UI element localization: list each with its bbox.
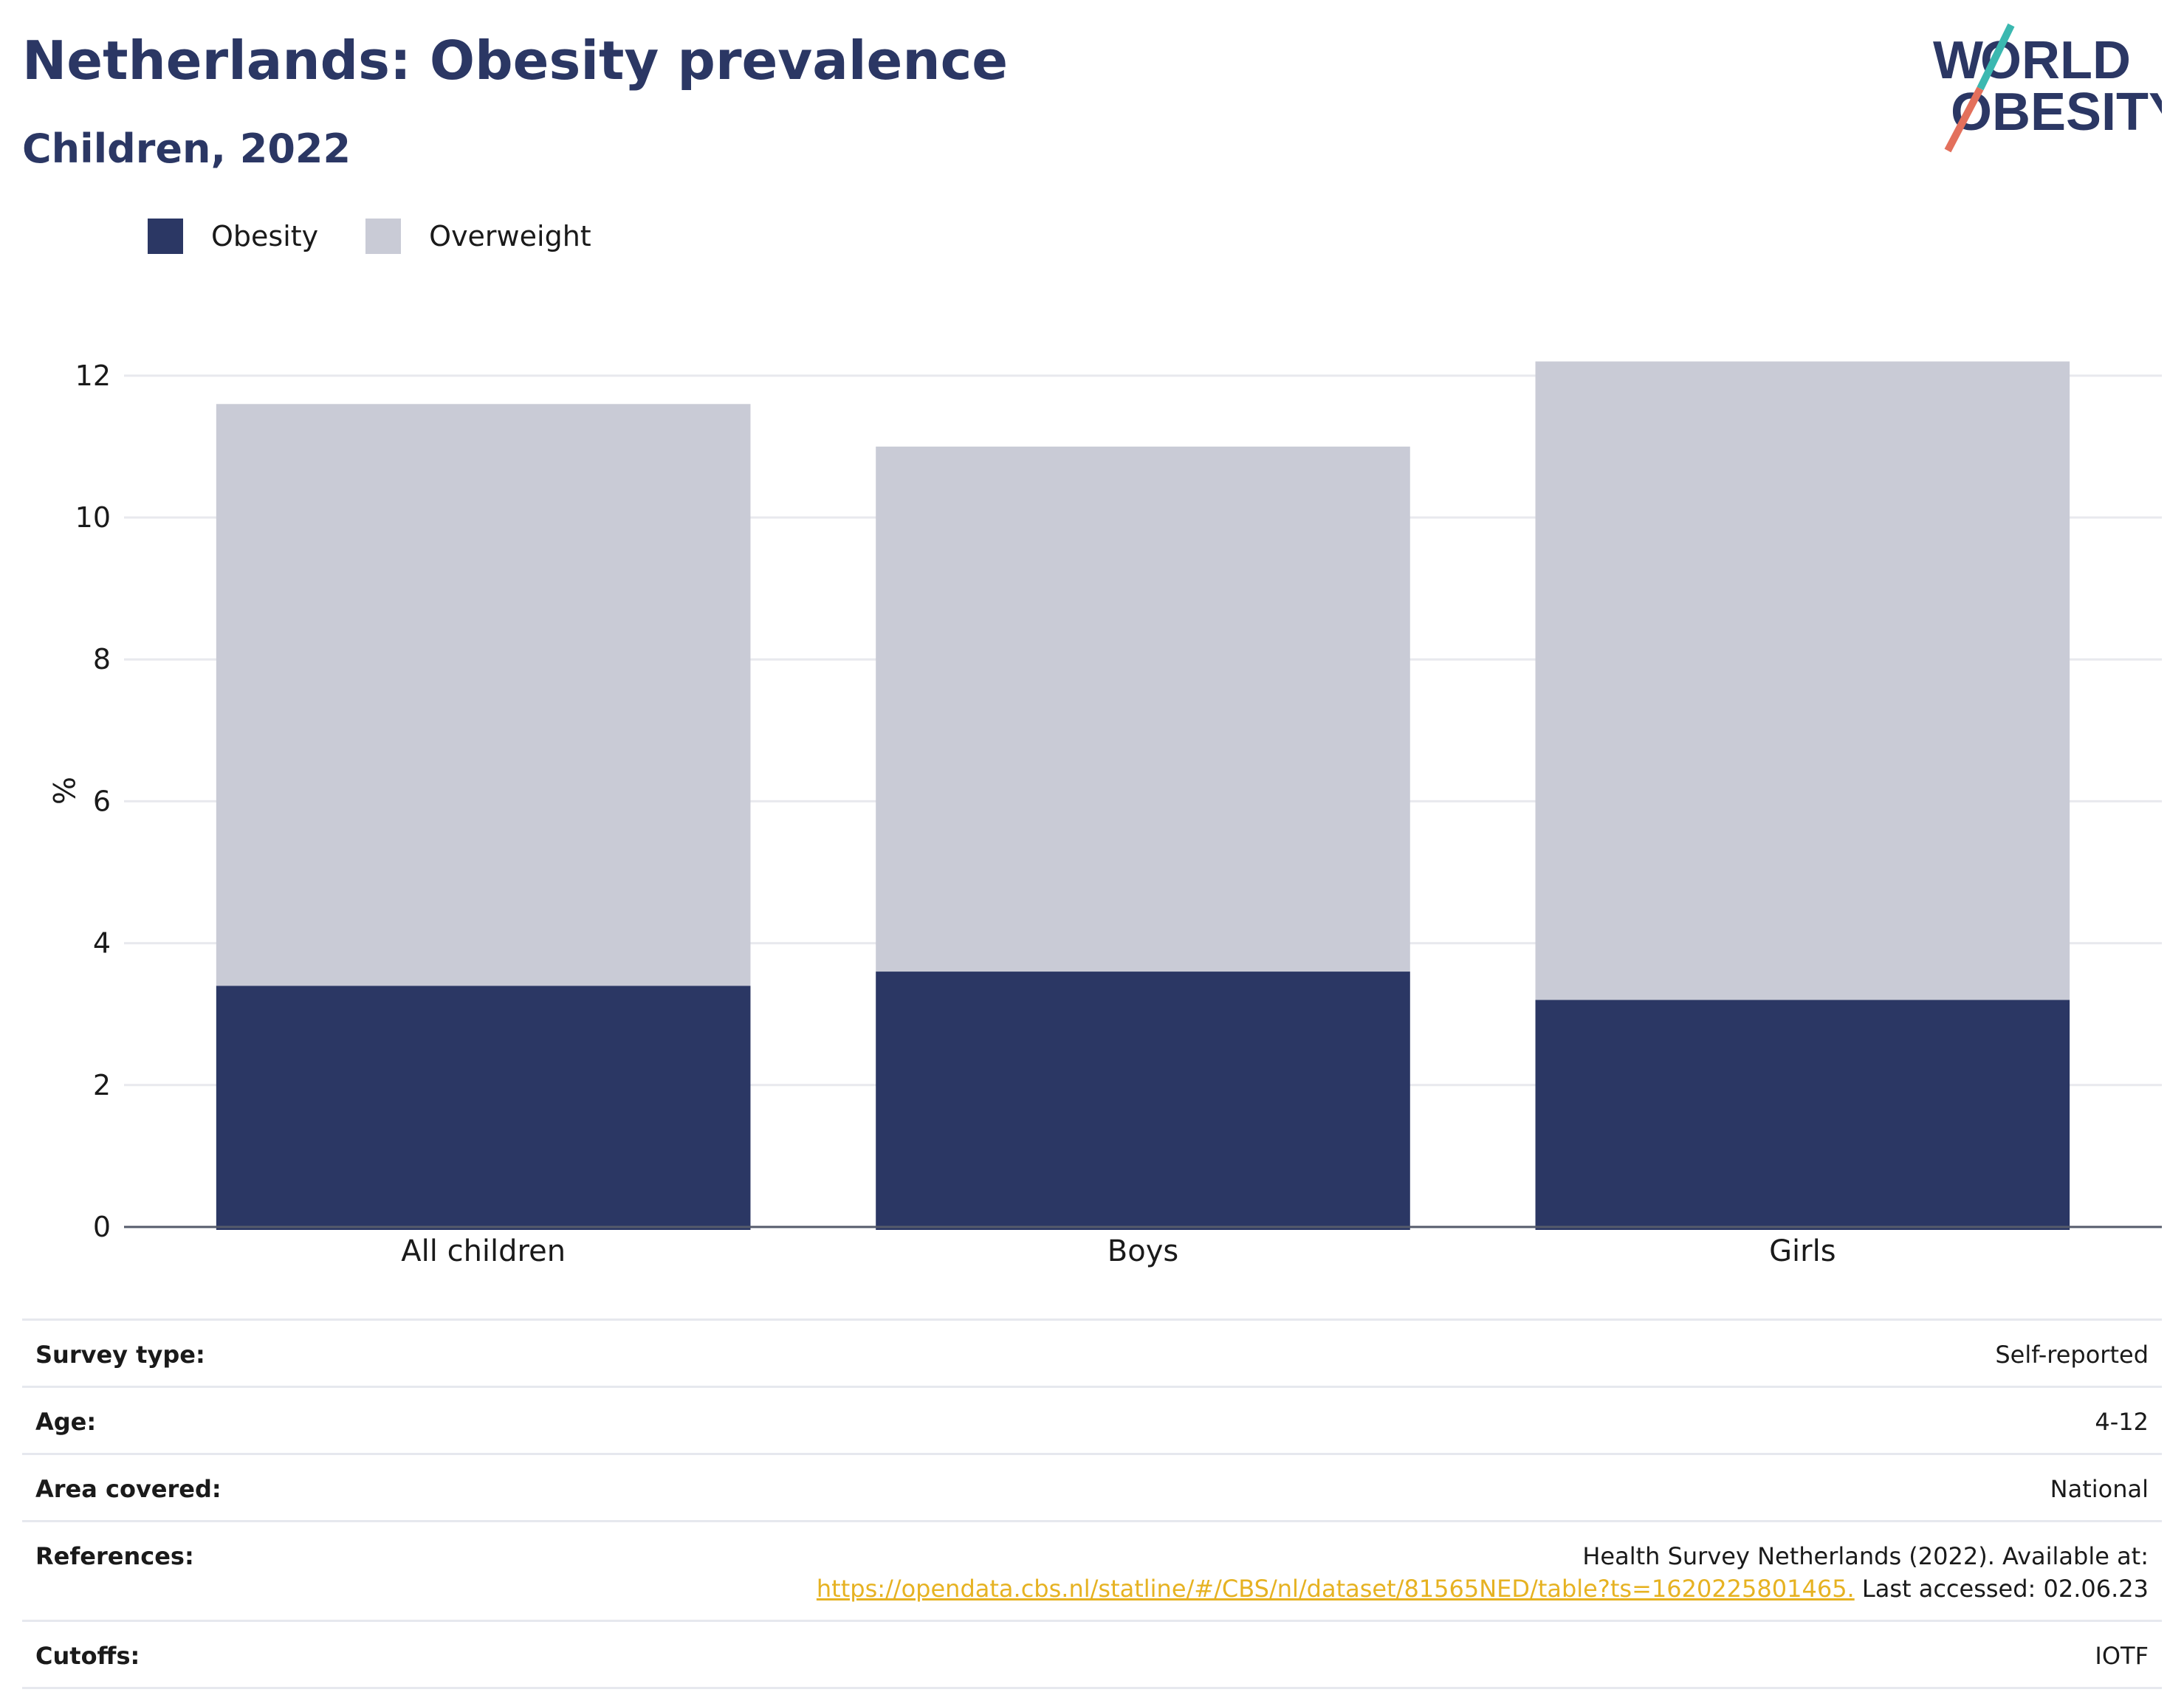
cutoffs-value: IOTF bbox=[2095, 1642, 2149, 1670]
age-value: 4-12 bbox=[2095, 1408, 2149, 1436]
meta-row-age: Age: 4-12 bbox=[22, 1388, 2162, 1455]
legend-label-overweight: Overweight bbox=[429, 220, 591, 252]
x-category-label: All children bbox=[401, 1234, 566, 1268]
stacked-bar-chart: 0 2 4 6 8 10 12% All children Boys Girls bbox=[46, 360, 2162, 1268]
y-tick-label: 0 bbox=[93, 1211, 111, 1243]
references-accessed: Last accessed: 02.06.23 bbox=[1854, 1575, 2149, 1603]
chart-legend: Obesity Overweight bbox=[148, 219, 639, 254]
world-obesity-logo: W ORLD OBESITY bbox=[1933, 23, 2162, 153]
y-axis-title: % bbox=[46, 777, 80, 805]
meta-row-references: References: Health Survey Netherlands (2… bbox=[22, 1522, 2162, 1622]
page-subtitle: Children, 2022 bbox=[22, 126, 351, 172]
meta-row-cutoffs: Cutoffs: IOTF bbox=[22, 1622, 2162, 1689]
x-category-label: Boys bbox=[1108, 1234, 1178, 1268]
page-title: Netherlands: Obesity prevalence bbox=[22, 30, 1009, 92]
references-label: References: bbox=[35, 1542, 194, 1570]
meta-row-area: Area covered: National bbox=[22, 1455, 2162, 1522]
bar-overweight-all-children bbox=[216, 404, 751, 986]
bar-obesity-all-children bbox=[216, 986, 751, 1230]
survey-details-table: Survey type: Self-reported Age: 4-12 Are… bbox=[22, 1318, 2162, 1689]
references-text: Health Survey Netherlands (2022). Availa… bbox=[1582, 1542, 2149, 1570]
meta-row-survey-type: Survey type: Self-reported bbox=[22, 1321, 2162, 1388]
references-value: Health Survey Netherlands (2022). Availa… bbox=[817, 1540, 2149, 1605]
y-tick-label: 12 bbox=[75, 360, 111, 392]
legend-item-overweight: Overweight bbox=[365, 219, 591, 254]
y-tick-label: 6 bbox=[93, 785, 111, 817]
bar-overweight-girls bbox=[1535, 361, 2070, 1000]
legend-swatch-obesity bbox=[148, 219, 183, 254]
area-value: National bbox=[2050, 1475, 2149, 1503]
bar-obesity-boys bbox=[876, 972, 1410, 1230]
survey-type-value: Self-reported bbox=[1995, 1341, 2149, 1369]
y-tick-label: 8 bbox=[93, 643, 111, 675]
age-label: Age: bbox=[35, 1408, 97, 1436]
x-category-label: Girls bbox=[1769, 1234, 1836, 1268]
svg-text:W: W bbox=[1933, 31, 1983, 90]
legend-item-obesity: Obesity bbox=[148, 219, 318, 254]
legend-swatch-overweight bbox=[365, 219, 402, 254]
references-link[interactable]: https://opendata.cbs.nl/statline/#/CBS/n… bbox=[816, 1575, 1855, 1603]
legend-label-obesity: Obesity bbox=[211, 220, 319, 252]
y-tick-label: 2 bbox=[93, 1069, 111, 1101]
y-tick-label: 4 bbox=[93, 927, 111, 960]
bar-obesity-girls bbox=[1535, 1000, 2070, 1230]
cutoffs-label: Cutoffs: bbox=[35, 1642, 140, 1670]
area-label: Area covered: bbox=[35, 1475, 222, 1503]
y-tick-label: 10 bbox=[75, 501, 111, 534]
bar-overweight-boys bbox=[876, 446, 1410, 972]
survey-type-label: Survey type: bbox=[35, 1341, 205, 1369]
svg-text:OBESITY: OBESITY bbox=[1951, 83, 2162, 142]
